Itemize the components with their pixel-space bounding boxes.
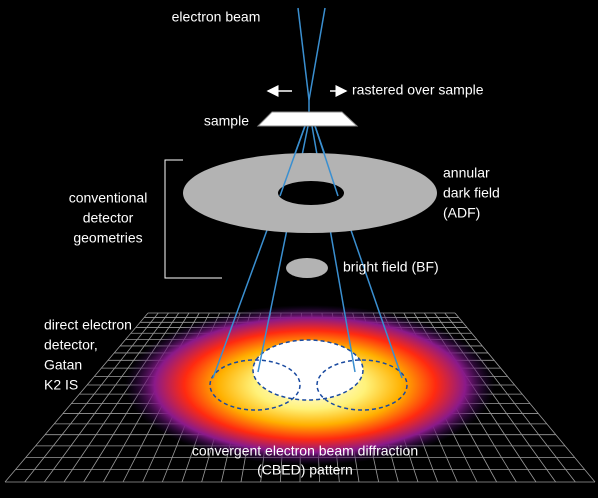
- label: conventional: [69, 190, 148, 206]
- diagram: electron beam rastered over sample sampl…: [0, 0, 598, 498]
- label: K2 IS: [44, 377, 78, 393]
- label: direct electron: [44, 317, 132, 333]
- label: geometries: [73, 230, 142, 246]
- label: (ADF): [443, 205, 480, 221]
- label: dark field: [443, 185, 500, 201]
- label: rastered over sample: [352, 82, 484, 98]
- label: electron beam: [172, 9, 261, 25]
- label: (CBED) pattern: [257, 462, 353, 478]
- label: annular: [443, 165, 490, 181]
- page: electron beam rastered over sample sampl…: [0, 0, 598, 498]
- label: bright field (BF): [343, 259, 439, 275]
- bf-detector: [286, 258, 328, 278]
- label: sample: [204, 113, 249, 129]
- label: Gatan: [44, 357, 82, 373]
- label: convergent electron beam diffraction: [192, 443, 418, 459]
- label: detector,: [44, 337, 98, 353]
- label: detector: [83, 210, 134, 226]
- sample: [258, 112, 357, 126]
